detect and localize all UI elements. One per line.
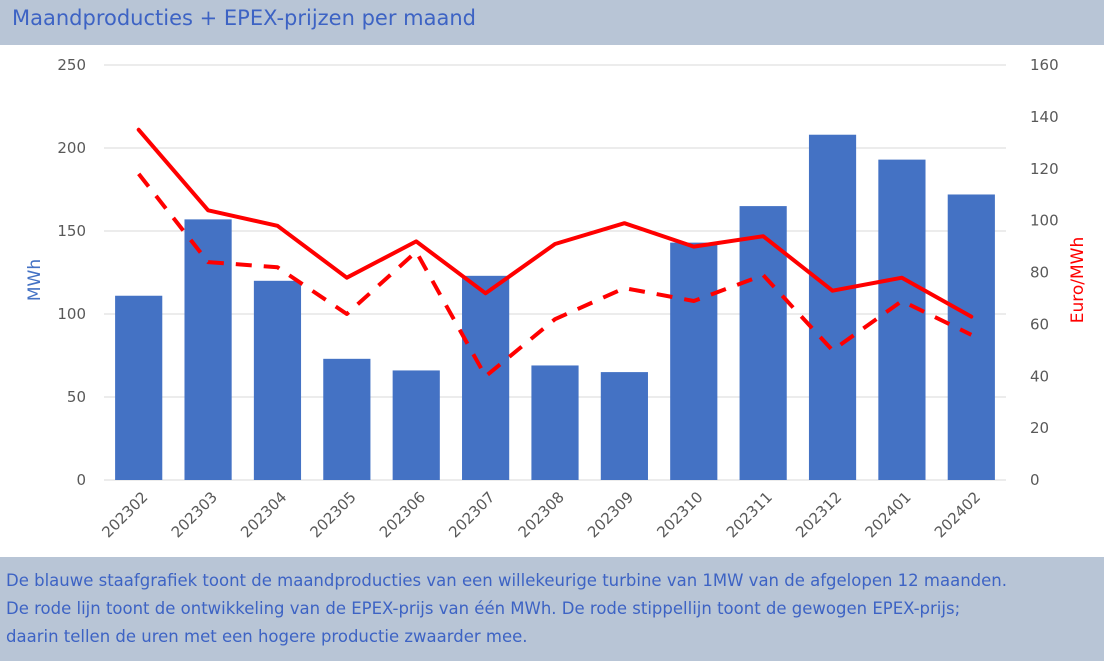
y-right-tick-label-4: 80 — [1030, 264, 1049, 282]
x-tick-label-202311: 202311 — [723, 488, 776, 541]
weighted-price-line — [137, 172, 973, 379]
y-right-tick-labels: 0 20 40 60 80 100 120 140 160 — [1030, 56, 1059, 489]
y-right-tick-label-3: 60 — [1030, 315, 1049, 333]
y-right-tick-label-1: 20 — [1030, 419, 1049, 437]
y-right-tick-label-6: 120 — [1030, 160, 1059, 178]
y-left-tick-label-2: 100 — [57, 305, 86, 323]
x-tick-label-202303: 202303 — [168, 488, 221, 541]
x-tick-label-202302: 202302 — [98, 488, 151, 541]
x-tick-label-202306: 202306 — [376, 488, 429, 541]
caption-line-2: De rode lijn toont de ontwikkeling van d… — [6, 599, 961, 618]
y-right-tick-label-8: 160 — [1030, 56, 1059, 74]
x-tick-labels: 202302 202303 202304 202305 202306 202307 2023… — [98, 488, 984, 541]
caption-line-3: daarin tellen de uren met een hogere pro… — [6, 627, 528, 646]
price-line — [136, 127, 974, 319]
title-bar: Maandproducties + EPEX-prijzen per maand — [0, 0, 1104, 45]
y-left-tick-label-3: 150 — [57, 222, 86, 240]
bar-202311 — [739, 206, 787, 480]
x-tick-label-202308: 202308 — [515, 488, 568, 541]
y-right-tick-label-2: 40 — [1030, 367, 1049, 385]
bar-202307 — [462, 275, 510, 480]
x-tick-label-202304: 202304 — [237, 488, 290, 541]
y-axis-label-left: MWh — [25, 259, 45, 301]
bar-202401 — [878, 159, 926, 480]
caption-line-1: De blauwe staafgrafiek toont de maandpro… — [6, 571, 1008, 590]
y-right-tick-label-7: 140 — [1030, 108, 1059, 126]
y-right-tick-label-0: 0 — [1030, 471, 1040, 489]
bar-202309 — [600, 372, 648, 480]
bar-202304 — [253, 280, 302, 480]
x-tick-label-202402: 202402 — [931, 488, 984, 541]
y-left-tick-label-5: 250 — [57, 56, 86, 74]
chart-title: Maandproducties + EPEX-prijzen per maand — [12, 6, 476, 30]
bar-202310 — [670, 242, 718, 480]
x-tick-label-202312: 202312 — [792, 488, 845, 541]
bars — [115, 134, 995, 481]
y-left-tick-labels: 0 50 100 150 200 250 — [57, 56, 86, 489]
y-left-tick-label-1: 50 — [67, 388, 86, 406]
bar-202305 — [323, 358, 371, 480]
price-lines — [136, 127, 974, 379]
caption-box: De blauwe staafgrafiek toont de maandpro… — [0, 557, 1104, 661]
bar-202312 — [808, 134, 857, 480]
chart: 0 50 100 150 200 250 0 20 40 60 80 100 120 140 160 20… — [25, 56, 1088, 541]
bar-202302 — [115, 295, 163, 480]
x-tick-label-202310: 202310 — [653, 488, 706, 541]
y-left-tick-label-0: 0 — [76, 471, 86, 489]
x-tick-label-202307: 202307 — [445, 488, 498, 541]
y-axis-label-right: Euro/MWh — [1068, 237, 1088, 324]
bar-202306 — [392, 370, 440, 480]
y-right-tick-label-5: 100 — [1030, 212, 1059, 230]
x-tick-label-202401: 202401 — [862, 488, 915, 541]
x-tick-label-202309: 202309 — [584, 488, 637, 541]
y-left-tick-label-4: 200 — [57, 139, 86, 157]
x-tick-label-202305: 202305 — [306, 488, 359, 541]
bar-202308 — [531, 365, 579, 480]
bar-202303 — [184, 219, 232, 480]
bar-202402 — [947, 194, 995, 481]
